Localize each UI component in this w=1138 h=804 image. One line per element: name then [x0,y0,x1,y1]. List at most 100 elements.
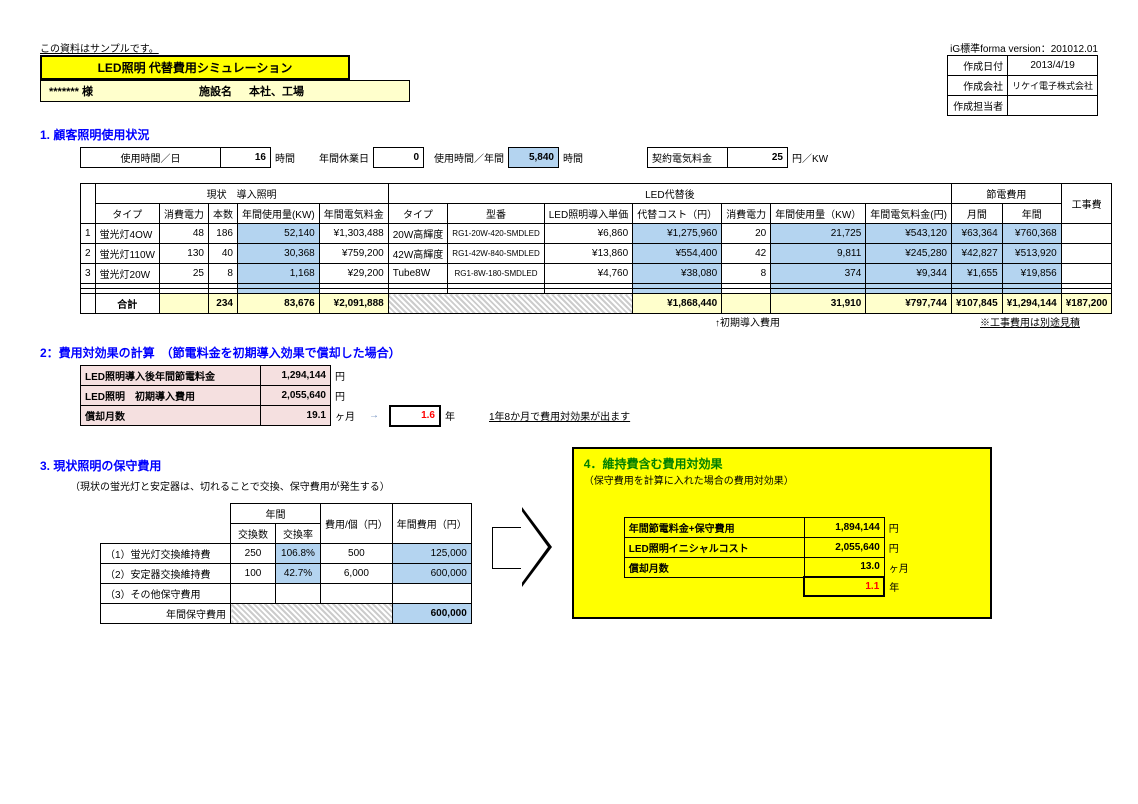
s4-r1-val: 1,894,144 [804,517,884,537]
s2-r2-label: LED照明 初期導入費用 [81,386,261,406]
s3-h-annual: 年間 [231,503,321,523]
hours-year-unit: 時間 [559,148,588,168]
holidays-label: 年間休業日 [299,148,374,168]
s4-yr-val: 1.1 [804,577,884,596]
title-box: LED照明 代替費用シミュレーション [40,55,350,80]
s2-r3-val: 19.1 [261,406,331,426]
s4-r2-label: LED照明イニシャルコスト [624,537,804,557]
s4-r2-unit: 円 [884,537,913,557]
facility-name: 本社、工場 [249,83,304,99]
usage-table: 使用時間／日 16 時間 年間休業日 0 使用時間／年間 5,840 時間 [80,147,587,168]
table-row: 3蛍光灯20W2581,168¥29,200Tube8WRG1-8W-180-S… [81,264,1112,284]
note1: ↑初期導入費用 [715,314,780,329]
customer-name: ******* 様 [49,83,199,99]
rate-table: 契約電気料金 25 円／KW [647,147,832,168]
s4-r3-val: 13.0 [804,557,884,577]
h-year: 年間 [1002,204,1061,224]
total-qty: 234 [208,294,237,314]
h-month: 月間 [951,204,1002,224]
hours-year-label: 使用時間／年間 [424,148,509,168]
table-row: 1蛍光灯4OW4818652,140¥1,303,48820W高輝度RG1-20… [81,224,1112,244]
total-yr: ¥1,294,144 [1002,294,1061,314]
total-fee2: ¥797,744 [866,294,952,314]
total-kw2: 31,910 [771,294,866,314]
s2-r2-val: 2,055,640 [261,386,331,406]
s3-h-cost: 費用/個（円） [321,503,393,543]
total-mon: ¥107,845 [951,294,1002,314]
section4-box: 4．維持費含む費用対効果 （保守費用を計算に入れた場合の費用対効果） 年間節電料… [572,447,992,620]
table-row: （2）安定器交換維持費10042.7%6,000600,000 [101,563,472,583]
facility-label: 施設名 [199,83,249,99]
arrow-icon [492,507,552,587]
h-power: 消費電力 [159,204,208,224]
s3-h-annual-cost: 年間費用（円） [392,503,471,543]
note2: ※工事費用は別途見積 [980,314,1080,329]
group-saving: 節電費用 [951,184,1061,204]
meta-person-label: 作成担当者 [948,96,1008,116]
h-unitprice: LED照明導入単価 [544,204,632,224]
rate-unit: 円／KW [788,148,833,168]
meta-table: 作成日付2013/4/19 作成会社リケイ電子株式会社 作成担当者 [947,55,1098,116]
s4-r1-label: 年間節電料金+保守費用 [624,517,804,537]
h-type: タイプ [95,204,159,224]
h-annual-fee2: 年間電気料金(円) [866,204,952,224]
total-rc: ¥1,868,440 [633,294,722,314]
s3-total-label: 年間保守費用 [101,603,231,623]
total-wk: ¥187,200 [1061,294,1112,314]
total-kw: 83,676 [237,294,319,314]
s2-r1-label: LED照明導入後年間節電料金 [81,366,261,386]
hours-day-value: 16 [221,148,271,168]
s4-r3-label: 償却月数 [624,557,804,577]
group-current: 現状 導入照明 [95,184,388,204]
s2-r3-label: 償却月数 [81,406,261,426]
section3-subtitle: （現状の蛍光灯と安定器は、切れることで交換、保守費用が発生する） [70,478,472,493]
sample-note: この資料はサンプルです。 [40,40,410,55]
s3-h-exqty: 交換数 [231,523,276,543]
h-replace-cost: 代替コスト（円） [633,204,722,224]
holidays-value: 0 [374,148,424,168]
s2-r3-unit: ヶ月 [331,406,360,426]
section3-title: 3. 現状照明の保守費用 [40,457,472,474]
table-row: 2蛍光灯110W1304030,368¥759,20042W高輝度RG1-42W… [81,244,1112,264]
meta-person-value [1008,96,1098,116]
meta-date-label: 作成日付 [948,56,1008,76]
s3-table: 年間費用/個（円）年間費用（円） 交換数交換率 （1）蛍光灯交換維持費25010… [100,503,472,624]
customer-row: ******* 様 施設名 本社、工場 [40,80,410,102]
arrow-icon: → [359,406,390,426]
section1-title: 1. 顧客照明使用状況 [40,126,1098,143]
h-type2: タイプ [388,204,448,224]
s4-r2-val: 2,055,640 [804,537,884,557]
version-text: iG標準forma version：201012.01 [947,40,1098,55]
table-row: （1）蛍光灯交換維持費250106.8%500125,000 [101,543,472,563]
h-annual-kw2: 年間使用量（KW） [771,204,866,224]
section4-subtitle: （保守費用を計算に入れた場合の費用対効果） [584,472,980,487]
group-led: LED代替後 [388,184,951,204]
s2-note: 1年8か月で費用対効果が出ます [459,406,634,426]
rate-value: 25 [728,148,788,168]
meta-date-value: 2013/4/19 [1008,56,1098,76]
s2-r2-unit: 円 [331,386,360,406]
hours-unit: 時間 [271,148,300,168]
h-annual-fee: 年間電気料金 [319,204,388,224]
section2-title: 2：費用対効果の計算 （節電料金を初期導入効果で償却した場合） [40,344,1098,361]
meta-company-label: 作成会社 [948,76,1008,96]
h-power2: 消費電力 [722,204,771,224]
s4-r1-unit: 円 [884,517,913,537]
h-model: 型番 [448,204,544,224]
total-label: 合計 [95,294,159,314]
s2-yr-val: 1.6 [390,406,440,426]
section4-title: 4．維持費含む費用対効果 [584,455,980,472]
h-qty: 本数 [208,204,237,224]
s2-r1-val: 1,294,144 [261,366,331,386]
s3-h-exrate: 交換率 [276,523,321,543]
hours-day-label: 使用時間／日 [81,148,221,168]
meta-company-value: リケイ電子株式会社 [1008,76,1098,96]
hours-year-value: 5,840 [509,148,559,168]
rate-label: 契約電気料金 [648,148,728,168]
s4-r3-unit: ヶ月 [884,557,913,577]
h-annual-kw: 年間使用量(KW) [237,204,319,224]
s4-table: 年間節電料金+保守費用1,894,144円 LED照明イニシャルコスト2,055… [624,517,914,598]
s2-yr-unit: 年 [440,406,459,426]
s2-r1-unit: 円 [331,366,360,386]
s3-total: 600,000 [392,603,471,623]
